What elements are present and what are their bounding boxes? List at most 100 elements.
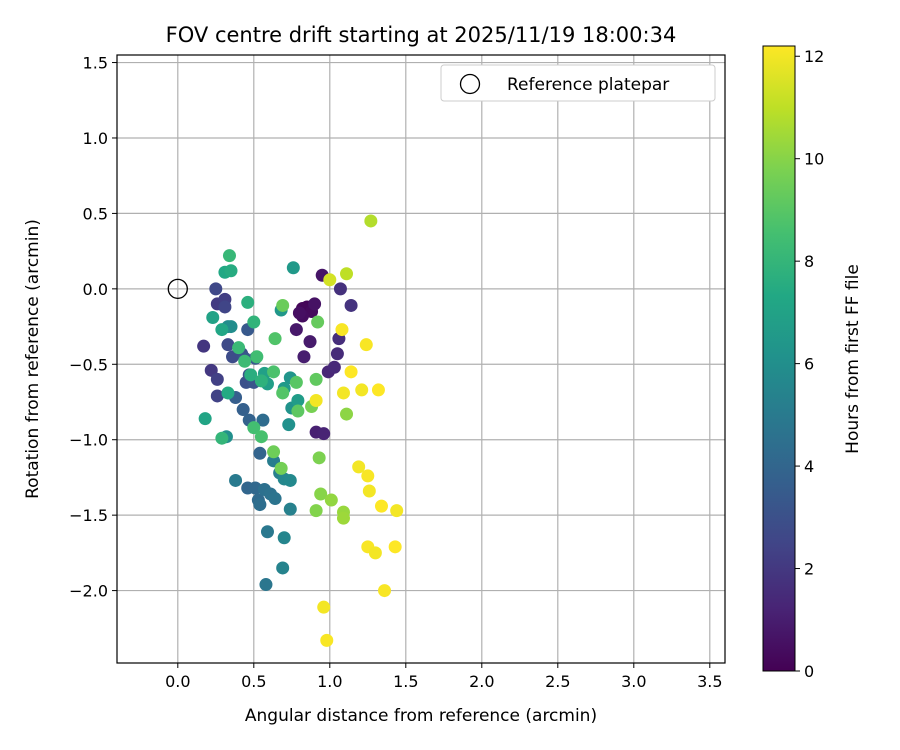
data-point <box>330 347 344 361</box>
y-tick-label: 1.5 <box>83 54 108 73</box>
colorbar <box>762 45 796 672</box>
x-tick-label: 3.5 <box>697 672 722 691</box>
colorbar-tick-label: 4 <box>804 457 814 476</box>
data-point <box>292 306 306 320</box>
data-point <box>323 273 337 287</box>
y-axis-label: Rotation from reference (arcmin) <box>23 219 43 499</box>
grid-lines <box>117 55 725 663</box>
data-point <box>253 498 267 512</box>
x-tick-label: 1.0 <box>317 672 342 691</box>
data-point <box>378 584 392 598</box>
data-point <box>355 383 369 397</box>
y-tick-label: 1.0 <box>83 129 108 148</box>
data-point <box>374 499 388 513</box>
colorbar-tick-label: 2 <box>804 560 814 579</box>
data-point <box>215 431 229 445</box>
data-point <box>254 374 268 388</box>
data-point <box>267 365 281 379</box>
x-tick-label: 0.0 <box>165 672 190 691</box>
data-point <box>344 298 358 312</box>
plot-frame <box>116 54 726 664</box>
data-point <box>260 525 274 539</box>
x-axis-label: Angular distance from reference (arcmin) <box>245 706 597 726</box>
data-point <box>241 295 255 309</box>
data-point <box>268 332 282 346</box>
data-point <box>238 354 252 368</box>
legend-reference-marker <box>459 73 481 95</box>
colorbar-label: Hours from first FF file <box>843 264 863 454</box>
data-point <box>254 430 268 444</box>
plot-area <box>117 55 725 663</box>
data-point <box>336 386 350 400</box>
x-axis-ticks: 0.0 0.5 1.0 1.5 2.0 2.5 3.0 3.5 <box>165 663 723 691</box>
legend-reference-label: Reference platepar <box>507 75 669 95</box>
data-point <box>256 413 270 427</box>
data-point <box>209 282 223 296</box>
data-point <box>308 297 322 311</box>
data-point <box>361 469 375 483</box>
data-point <box>314 487 328 501</box>
colorbar-tick-label: 10 <box>804 150 824 169</box>
data-point <box>364 214 378 228</box>
data-point <box>359 338 373 352</box>
reference-platepar-marker <box>167 278 188 299</box>
colorbar-tick-label: 6 <box>804 355 814 374</box>
data-point <box>236 403 250 417</box>
data-point <box>289 375 303 389</box>
colorbar-ticks: 0 2 4 6 8 10 12 <box>795 47 824 681</box>
data-point <box>229 473 243 487</box>
data-point <box>335 323 349 337</box>
colorbar-tick-label: 8 <box>804 252 814 271</box>
data-point <box>244 368 258 382</box>
data-point <box>289 323 303 337</box>
data-point <box>309 393 323 407</box>
colorbar-tick-label: 12 <box>804 47 824 66</box>
y-tick-label: 0.0 <box>83 280 108 299</box>
data-point <box>344 365 358 379</box>
data-point <box>303 335 317 349</box>
data-point <box>352 460 366 474</box>
data-point <box>371 383 385 397</box>
data-point <box>210 389 224 403</box>
data-point <box>283 473 297 487</box>
reference-marker <box>167 278 188 299</box>
x-tick-label: 1.5 <box>393 672 418 691</box>
data-point <box>250 350 264 364</box>
data-point <box>324 493 338 507</box>
data-point <box>291 393 305 407</box>
data-point <box>320 633 334 647</box>
x-tick-label: 0.5 <box>241 672 266 691</box>
x-tick-label: 2.5 <box>545 672 570 691</box>
data-point <box>218 300 232 314</box>
data-point <box>311 315 325 329</box>
data-points <box>197 214 404 647</box>
data-point <box>368 546 382 560</box>
data-point <box>277 531 291 545</box>
data-point <box>274 461 288 475</box>
data-point <box>197 339 211 353</box>
data-point <box>312 451 326 465</box>
x-tick-label: 3.0 <box>621 672 646 691</box>
data-point <box>283 502 297 516</box>
data-point <box>291 404 305 418</box>
data-point <box>215 323 229 337</box>
data-point <box>276 561 290 575</box>
y-tick-label: −1.5 <box>69 506 108 525</box>
data-point <box>390 504 404 518</box>
data-point <box>276 386 290 400</box>
data-point <box>221 338 235 352</box>
legend: Reference platepar <box>440 64 716 102</box>
data-point <box>282 418 296 432</box>
legend-box <box>440 64 716 102</box>
data-point <box>333 282 347 296</box>
data-point <box>340 407 354 421</box>
data-point <box>221 386 235 400</box>
y-axis-ticks: 1.5 1.0 0.5 0.0 −0.5 −1.0 −1.5 −2.0 <box>69 54 117 601</box>
y-tick-label: 0.5 <box>83 204 108 223</box>
data-point <box>309 372 323 386</box>
data-point <box>309 504 323 518</box>
data-point <box>267 445 281 459</box>
data-point <box>276 298 290 312</box>
data-point <box>253 446 267 460</box>
